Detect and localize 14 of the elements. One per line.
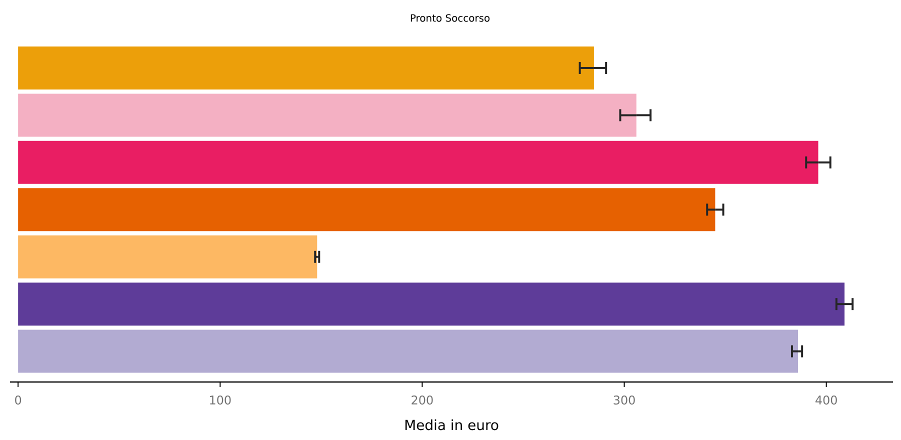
x-tick-label: 300 bbox=[614, 396, 635, 405]
x-axis-title: Media in euro bbox=[405, 419, 498, 430]
bar bbox=[18, 188, 716, 232]
x-tick-label: 200 bbox=[412, 396, 433, 405]
bar bbox=[18, 46, 594, 90]
chart-title: Pronto Soccorso bbox=[410, 14, 490, 22]
bar bbox=[18, 330, 798, 373]
bar bbox=[18, 235, 318, 278]
x-tick-label: 0 bbox=[15, 396, 22, 405]
bar bbox=[18, 94, 636, 137]
bar bbox=[18, 282, 845, 326]
x-tick-label: 400 bbox=[816, 396, 837, 405]
x-tick-label: 100 bbox=[210, 396, 231, 405]
bar bbox=[18, 140, 818, 184]
